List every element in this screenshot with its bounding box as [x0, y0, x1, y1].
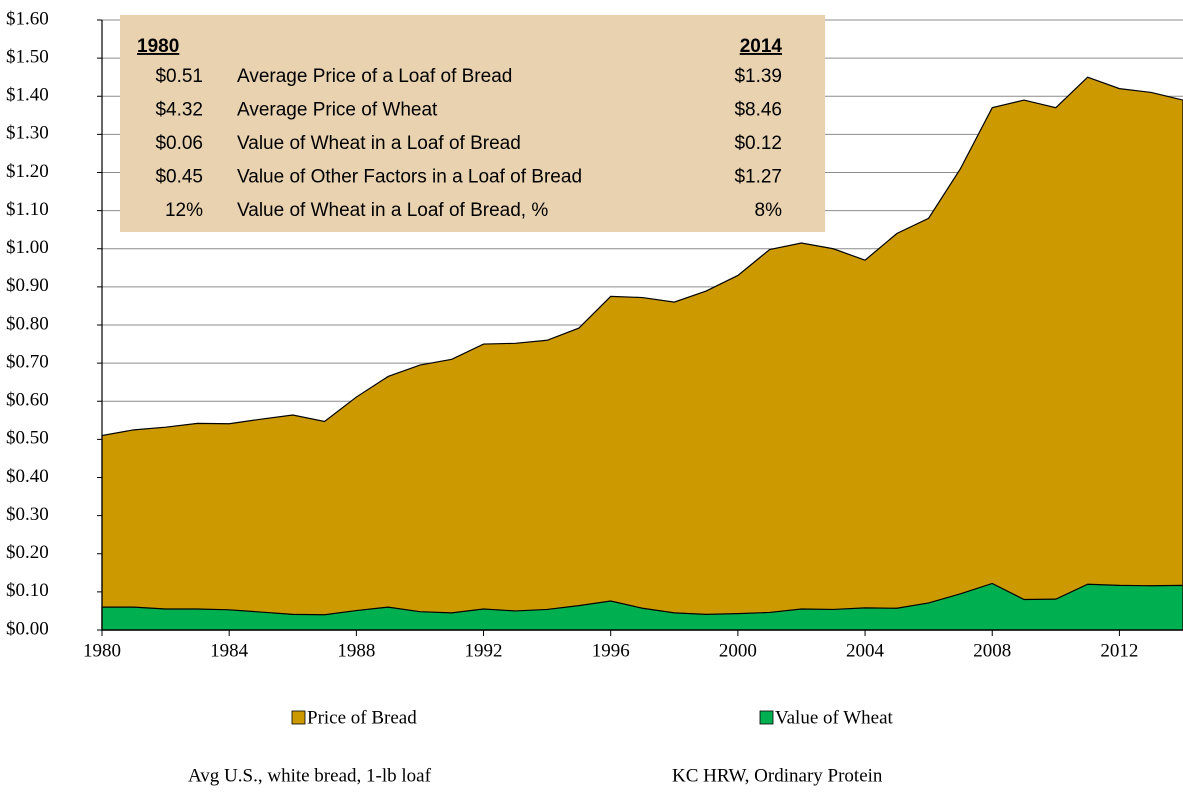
y-tick-label: $0.00 — [6, 618, 49, 639]
legend-swatch — [759, 710, 774, 725]
x-tick-label: 1996 — [592, 640, 630, 661]
legend-label: Price of Bread — [307, 707, 417, 728]
box-cell: Value of Other Factors in a Loaf of Brea… — [237, 167, 582, 188]
y-tick-label: $0.60 — [6, 390, 49, 411]
box-cell: Value of Wheat in a Loaf of Bread, % — [237, 200, 548, 221]
y-tick-label: $1.20 — [6, 161, 49, 182]
box-cell: $0.12 — [734, 133, 782, 154]
x-tick-label: 2012 — [1100, 640, 1138, 661]
x-tick-label: 1988 — [337, 640, 375, 661]
y-tick-label: $0.20 — [6, 542, 49, 563]
y-tick-label: $1.00 — [6, 237, 49, 258]
x-tick-label: 1992 — [465, 640, 503, 661]
area — [101, 582, 1183, 631]
box-cell: 8% — [755, 200, 783, 221]
y-tick-label: $0.10 — [6, 580, 49, 601]
y-tick-label: $1.10 — [6, 199, 49, 220]
y-tick-label: $1.30 — [6, 123, 49, 144]
y-tick-label: $0.40 — [6, 466, 49, 487]
box-cell: 12% — [165, 200, 203, 221]
y-tick-label: $0.70 — [6, 351, 49, 372]
x-tick-label: 2008 — [973, 640, 1011, 661]
y-tick-label: $0.80 — [6, 313, 49, 334]
box-header: 2014 — [740, 36, 783, 57]
info-box-bg — [120, 15, 825, 232]
box-cell: $1.39 — [734, 66, 782, 87]
box-cell: $0.45 — [155, 167, 203, 188]
x-tick-label: 2000 — [719, 640, 757, 661]
box-header: 1980 — [137, 36, 179, 57]
info-box: 1980 2014 $0.51 Average Price of a Loaf of … — [120, 15, 825, 232]
x-tick-label: 2004 — [846, 640, 885, 661]
box-cell: $8.46 — [734, 100, 782, 121]
box-cell: Average Price of Wheat — [237, 100, 438, 121]
y-tick-label: $1.50 — [6, 46, 49, 67]
box-cell: $0.06 — [155, 133, 203, 154]
y-tick-label: $1.40 — [6, 85, 49, 106]
area — [101, 76, 1183, 631]
box-cell: $1.27 — [734, 167, 782, 188]
box-cell: $4.32 — [155, 100, 203, 121]
x-tick-label: 1984 — [210, 640, 249, 661]
y-tick-label: $0.30 — [6, 504, 49, 525]
legend-label: Value of Wheat — [775, 707, 894, 728]
y-tick-label: $0.50 — [6, 428, 49, 449]
note: Avg U.S., white bread, 1-lb loaf — [188, 765, 432, 786]
box-cell: $0.51 — [155, 66, 203, 87]
legend-swatch — [291, 710, 306, 725]
x-tick-label: 1980 — [83, 640, 121, 661]
y-tick-label: $0.90 — [6, 275, 49, 296]
box-cell: Value of Wheat in a Loaf of Bread — [237, 133, 521, 154]
note: KC HRW, Ordinary Protein — [672, 765, 883, 786]
box-cell: Average Price of a Loaf of Bread — [237, 66, 512, 87]
y-tick-label: $1.60 — [6, 8, 49, 29]
